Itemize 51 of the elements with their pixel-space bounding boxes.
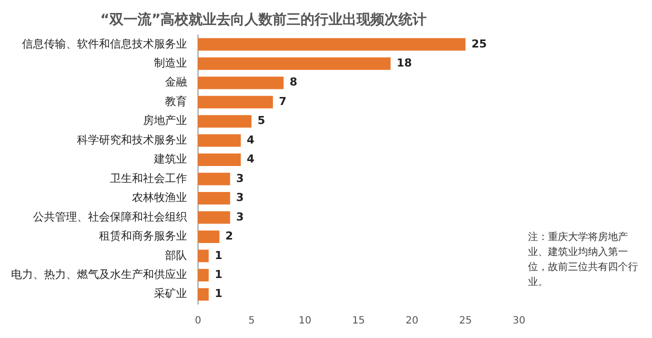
data-label: 25 [472, 37, 487, 50]
bar [198, 154, 241, 166]
y-tick-label: 教育 [165, 94, 187, 108]
y-tick-label: 金融 [165, 76, 187, 89]
y-tick-label: 电力、热力、燃气及水生产和供应业 [11, 268, 187, 282]
data-label: 8 [290, 76, 298, 89]
x-tick-label: 5 [248, 316, 255, 327]
data-label: 5 [258, 114, 266, 128]
data-label: 3 [236, 191, 244, 204]
data-label: 18 [396, 56, 412, 70]
data-label: 4 [246, 152, 255, 166]
x-tick-label: 15 [352, 316, 365, 327]
bar [198, 211, 230, 224]
bar [198, 192, 230, 204]
data-label: 4 [246, 133, 255, 146]
bar [198, 230, 220, 243]
bar [198, 134, 241, 147]
bar [198, 115, 252, 128]
y-tick-label: 信息传输、软件和信息技术服务业 [22, 37, 187, 50]
data-label: 1 [214, 268, 222, 282]
text: 注：重庆大学将房地产业、建筑业均纳入第一位，故前三位共有四个行业。 [528, 230, 639, 290]
data-label: 3 [236, 172, 244, 185]
y-tick-label: 制造业 [154, 56, 187, 70]
y-tick-label: 建筑业 [153, 152, 187, 166]
y-tick-label: 租赁和商务服务业 [99, 230, 187, 243]
data-label: 1 [214, 248, 222, 262]
x-tick-label: 25 [459, 316, 472, 327]
x-tick-label: 0 [194, 316, 202, 327]
bar [198, 38, 466, 51]
y-tick-label: 房地产业 [143, 114, 187, 128]
data-label: 1 [214, 287, 222, 300]
bar [198, 250, 209, 262]
data-label: 3 [236, 210, 244, 224]
data-label: 2 [225, 230, 234, 243]
bar [198, 57, 391, 70]
chart-title: “双一流”高校就业去向人数前三的行业出现频次统计 [100, 11, 427, 28]
bar [198, 268, 209, 282]
data-label: 7 [278, 94, 287, 108]
x-tick-label: 10 [298, 316, 312, 327]
y-tick-label: 采矿业 [154, 287, 187, 300]
y-tick-label: 卫生和社会工作 [110, 172, 187, 185]
bar [198, 172, 230, 186]
y-tick-label: 公共管理、社会保障和社会组织 [33, 210, 187, 224]
bar [198, 96, 273, 108]
y-tick-label: 农林牧渔业 [132, 191, 187, 204]
bar [198, 76, 284, 90]
bar [198, 288, 209, 301]
y-tick-label: 科学研究和技术服务业 [77, 133, 187, 146]
y-tick-label: 部队 [165, 248, 187, 262]
x-tick-label: 30 [512, 316, 526, 327]
x-tick-label: 20 [406, 316, 418, 327]
